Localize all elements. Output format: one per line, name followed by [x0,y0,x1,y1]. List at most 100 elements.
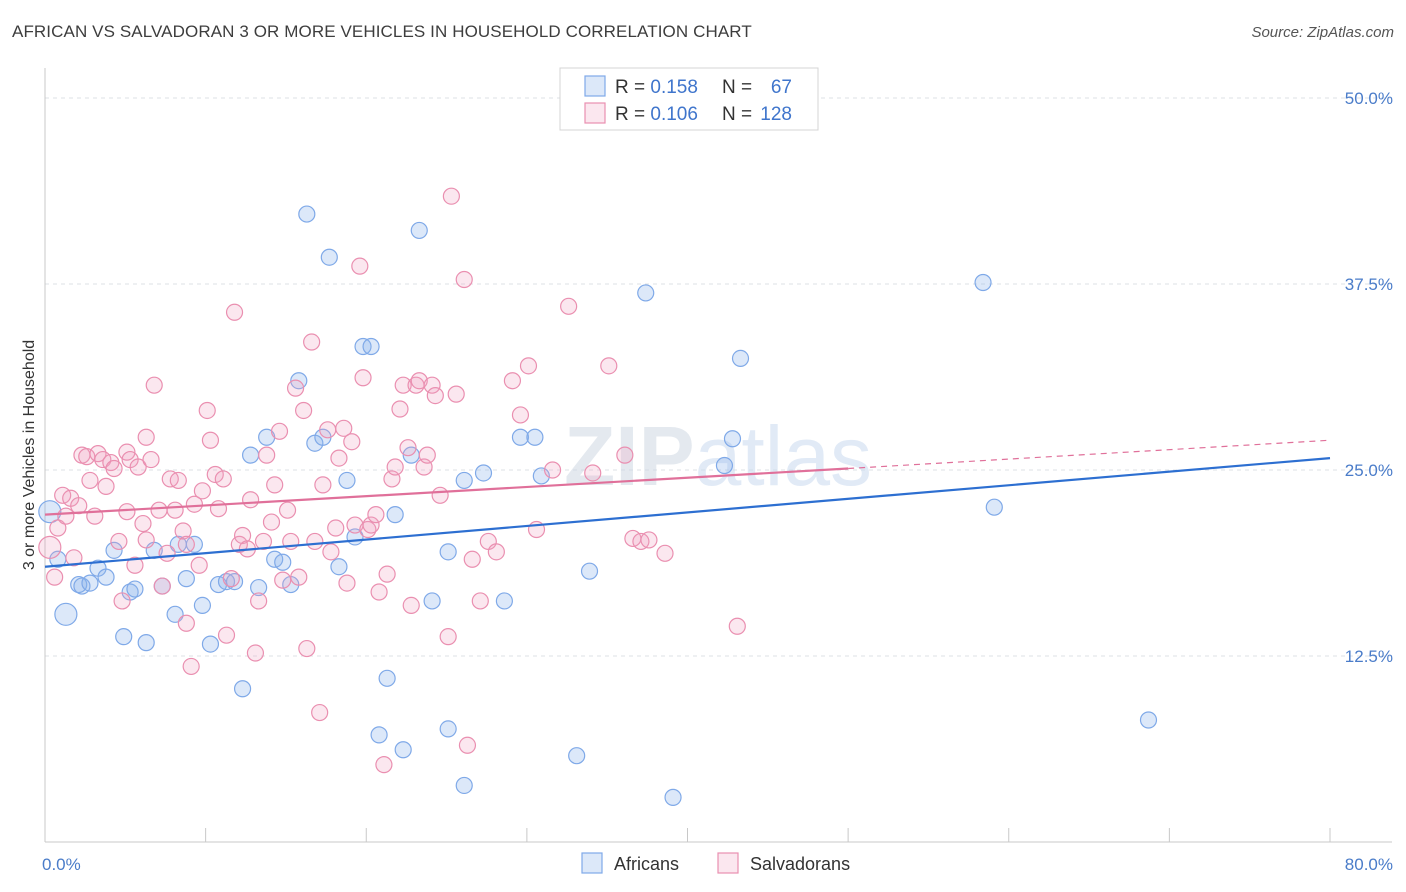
trend-line-salvadorans-extension [848,439,1331,470]
data-point [637,284,655,302]
data-point [386,458,404,476]
trend-lines [44,439,1331,568]
data-point [370,726,388,744]
data-point [1139,711,1158,729]
data-point [447,385,465,403]
data-point [242,491,260,509]
data-point [193,482,212,500]
data-point [731,349,750,367]
data-point [105,459,123,478]
data-point [110,532,128,551]
data-point [455,776,473,795]
data-point [410,221,428,240]
data-point [81,471,99,490]
data-point [278,501,297,519]
data-point [166,605,184,623]
data-point [474,464,493,482]
data-point [378,669,396,687]
data-point [362,516,380,534]
data-point [330,558,348,576]
data-point [142,450,160,469]
data-point [250,578,268,597]
data-point [258,446,276,464]
data-point [225,572,244,591]
data-point [158,544,176,562]
chart-title: AFRICAN VS SALVADORAN 3 OR MORE VEHICLES… [12,22,752,41]
data-point [463,550,481,568]
trend-line-africans [44,456,1331,568]
data-point [394,376,412,394]
data-point [418,446,436,464]
data-point [974,273,992,292]
data-point [206,465,224,484]
data-point [723,430,742,448]
data-point [319,421,337,439]
data-point [343,433,361,451]
legend-box: R = 0.158 N = 67 R = 0.106 N = 128 [559,67,819,131]
data-point [616,446,634,464]
data-point [97,568,115,586]
legend-swatch [584,75,606,97]
data-point [38,535,62,559]
bottom-legend-swatch [717,852,739,874]
data-point [560,297,578,315]
data-point [431,486,449,504]
data-point [455,270,473,289]
data-point [177,570,195,588]
data-point [54,602,78,626]
data-point [338,471,356,490]
data-point [728,617,746,635]
data-point [198,401,216,420]
data-point [105,541,123,559]
data-point [543,461,562,479]
bottom-legend-swatch [581,852,603,874]
data-point [193,596,212,615]
axes [44,68,1392,843]
data-point [471,592,489,610]
data-point [150,501,168,519]
data-point [81,574,99,592]
data-point [640,531,658,549]
data-point [423,592,441,610]
data-point [298,205,316,223]
data-point [233,680,252,698]
series-africans [38,205,1158,806]
data-point [439,543,457,561]
data-point [185,495,203,513]
data-point [495,592,513,610]
data-point [254,532,273,551]
data-point [664,788,682,806]
data-point [137,428,155,446]
data-point [201,431,220,449]
data-point [391,400,409,418]
bottom-legend-label: Africans [614,854,679,874]
x-tick-label: 0.0% [42,855,81,874]
data-point [270,422,289,440]
gridlines [45,97,1392,657]
x-tick-label: 80.0% [1345,855,1393,874]
data-point [367,506,385,524]
bottom-legend: Africans Salvadorans [581,852,850,874]
data-point [230,535,248,554]
data-point [137,634,155,652]
y-tick-label: 37.5% [1345,275,1393,294]
data-point [311,703,329,722]
data-point [174,522,192,540]
data-point [351,257,369,275]
data-point [503,372,522,390]
data-point [656,544,674,562]
data-point [246,644,265,662]
data-point [314,476,332,494]
data-point [386,506,404,524]
data-point [145,376,163,394]
data-point [394,741,412,759]
data-point [526,428,544,446]
data-point [266,476,284,494]
data-point [487,543,505,561]
data-point [222,570,240,588]
data-point [410,372,428,390]
data-point [519,357,538,375]
data-point [233,526,252,545]
data-point [217,626,236,644]
data-point [262,513,281,531]
